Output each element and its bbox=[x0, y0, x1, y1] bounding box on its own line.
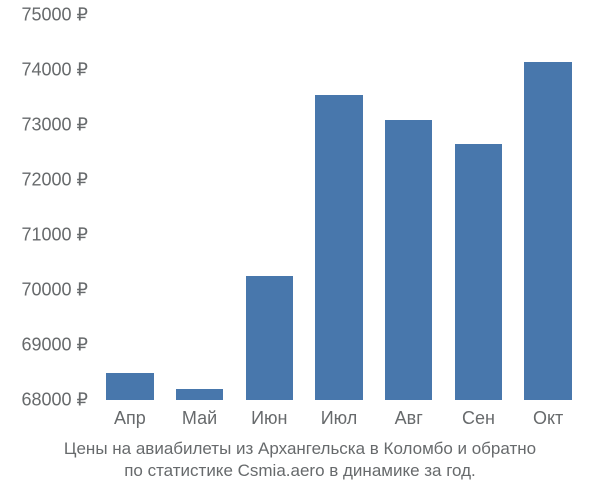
x-tick-label: Сен bbox=[462, 408, 495, 429]
price-chart: Цены на авиабилеты из Архангельска в Кол… bbox=[0, 0, 600, 500]
x-tick-label: Апр bbox=[114, 408, 146, 429]
y-tick-label: 69000 ₽ bbox=[21, 335, 88, 356]
y-tick-label: 73000 ₽ bbox=[21, 115, 88, 136]
x-tick-label: Окт bbox=[533, 408, 563, 429]
x-tick-label: Июл bbox=[321, 408, 358, 429]
x-tick-label: Июн bbox=[251, 408, 287, 429]
plot-area bbox=[95, 15, 583, 400]
bar bbox=[106, 373, 153, 401]
y-tick-label: 70000 ₽ bbox=[21, 280, 88, 301]
bar bbox=[315, 95, 362, 400]
bar bbox=[524, 62, 571, 400]
bar bbox=[455, 144, 502, 400]
bar bbox=[385, 120, 432, 401]
y-tick-label: 74000 ₽ bbox=[21, 60, 88, 81]
y-tick-label: 71000 ₽ bbox=[21, 225, 88, 246]
caption-line-2: по статистике Csmia.aero в динамике за г… bbox=[0, 460, 600, 482]
y-tick-label: 68000 ₽ bbox=[21, 390, 88, 411]
chart-caption: Цены на авиабилеты из Архангельска в Кол… bbox=[0, 438, 600, 482]
y-tick-label: 75000 ₽ bbox=[21, 5, 88, 26]
y-tick-label: 72000 ₽ bbox=[21, 170, 88, 191]
x-tick-label: Авг bbox=[395, 408, 423, 429]
x-tick-label: Май bbox=[182, 408, 217, 429]
bar bbox=[176, 389, 223, 400]
caption-line-1: Цены на авиабилеты из Архангельска в Кол… bbox=[0, 438, 600, 460]
bar bbox=[246, 276, 293, 400]
